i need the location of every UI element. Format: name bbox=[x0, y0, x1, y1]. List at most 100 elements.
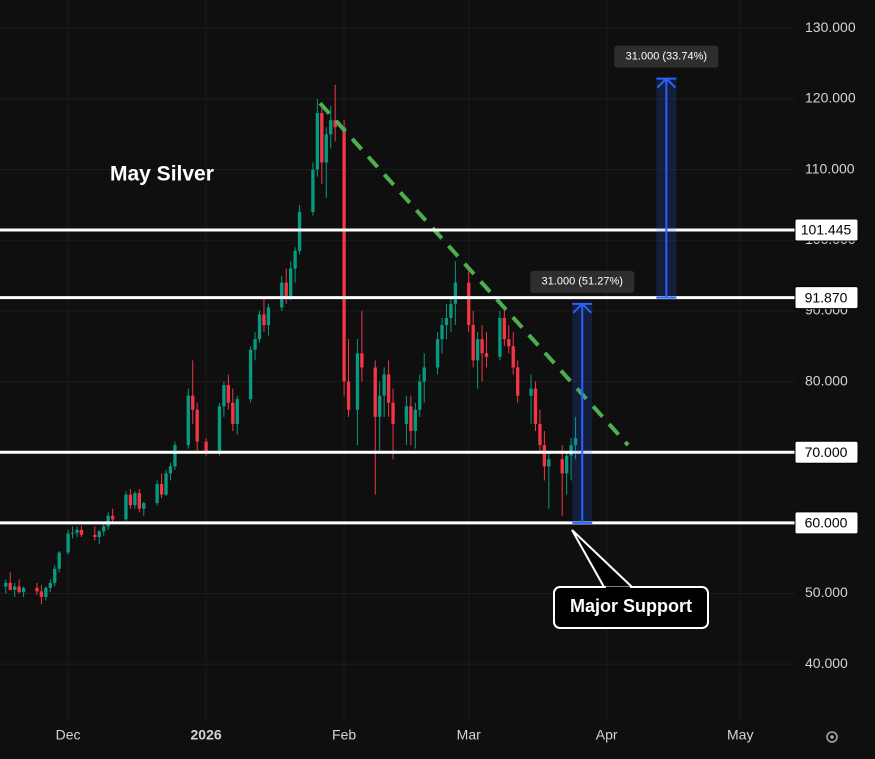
level-label-box bbox=[794, 286, 859, 310]
candle-body bbox=[533, 388, 538, 424]
axes: 40.00050.00060.00070.00080.00090.000100.… bbox=[56, 19, 859, 743]
y-tick-label: 120.000 bbox=[805, 90, 856, 106]
candle-body bbox=[435, 339, 440, 368]
candle-body bbox=[253, 339, 257, 350]
candle-body bbox=[391, 402, 395, 424]
candle-body bbox=[186, 395, 190, 446]
candle-body bbox=[53, 568, 57, 583]
chart-title: May Silver bbox=[110, 163, 214, 186]
candle-body bbox=[511, 346, 515, 368]
candle-body bbox=[449, 303, 453, 318]
settings-icon-dot[interactable] bbox=[830, 735, 834, 739]
candle-body bbox=[502, 317, 507, 340]
candle-body bbox=[382, 374, 386, 396]
candle-body bbox=[44, 587, 48, 598]
candle-body bbox=[21, 587, 26, 593]
candle-body bbox=[444, 317, 449, 326]
plot: 31.000 (51.27%) 31.000 (33.74%) bbox=[0, 45, 795, 605]
candle-body bbox=[538, 423, 542, 446]
measure-arrowhead bbox=[572, 302, 593, 314]
candle-body bbox=[560, 459, 564, 474]
candle-body bbox=[475, 339, 480, 361]
candle-body bbox=[222, 385, 226, 407]
candle-body bbox=[128, 494, 133, 506]
candle-body bbox=[173, 445, 177, 467]
candle-body bbox=[280, 282, 284, 308]
candle-body bbox=[57, 552, 61, 569]
level-label-box bbox=[794, 511, 859, 535]
candle-body bbox=[142, 503, 146, 509]
candle-body bbox=[8, 582, 12, 590]
candle-body bbox=[204, 441, 208, 453]
callout-text: Major Support bbox=[570, 596, 692, 616]
level-label: 70.000 bbox=[805, 444, 848, 460]
candle-body bbox=[13, 586, 17, 590]
candle-body bbox=[226, 385, 231, 403]
candle-body bbox=[168, 466, 173, 474]
candle-body bbox=[333, 120, 337, 128]
settings-icon[interactable] bbox=[826, 731, 838, 743]
candle-body bbox=[266, 307, 271, 326]
level-label: 60.000 bbox=[805, 515, 848, 531]
x-tick-label: 2026 bbox=[191, 727, 222, 743]
candle-body bbox=[386, 374, 391, 403]
candle-body bbox=[329, 120, 333, 135]
candle-body bbox=[79, 529, 84, 535]
candle-body bbox=[373, 367, 377, 417]
x-tick-label: Apr bbox=[596, 727, 618, 743]
candle-body bbox=[507, 339, 511, 347]
candle-body bbox=[315, 113, 320, 170]
candle-body bbox=[124, 494, 128, 520]
candle-body bbox=[440, 325, 444, 340]
candle-body bbox=[404, 406, 409, 424]
candle-body bbox=[284, 282, 288, 297]
candle-body bbox=[35, 587, 39, 592]
candle-body bbox=[311, 169, 315, 212]
x-tick-label: May bbox=[727, 727, 753, 743]
candle-body bbox=[529, 388, 533, 396]
candle-body bbox=[418, 381, 422, 410]
y-tick-label: 130.000 bbox=[805, 19, 856, 35]
candle-body bbox=[257, 314, 262, 340]
candle-body bbox=[498, 317, 502, 357]
y-tick-label: 40.000 bbox=[805, 655, 848, 671]
y-tick-label: 50.000 bbox=[805, 584, 848, 600]
measure-label: 31.000 (51.27%) bbox=[542, 276, 623, 288]
candle-body bbox=[453, 282, 458, 304]
candle-body bbox=[480, 339, 484, 354]
level-label-box bbox=[794, 440, 859, 464]
y-tick-label: 110.000 bbox=[805, 160, 855, 176]
candle-body bbox=[547, 459, 551, 467]
measure-arrowhead bbox=[656, 77, 677, 89]
candle-body bbox=[262, 314, 266, 326]
candle-body bbox=[75, 529, 79, 533]
candle-body bbox=[573, 438, 578, 446]
level-label: 91.870 bbox=[805, 289, 848, 305]
candle-body bbox=[191, 395, 195, 410]
measure-label-box bbox=[530, 270, 635, 293]
candle-body bbox=[97, 531, 101, 537]
measure-label: 31.000 (33.74%) bbox=[626, 51, 707, 63]
candle-body bbox=[293, 250, 297, 269]
candle-body bbox=[413, 409, 417, 432]
candle-body bbox=[355, 353, 360, 410]
candle-body bbox=[346, 381, 351, 410]
level-label-box bbox=[794, 218, 859, 242]
callout-box bbox=[553, 586, 709, 629]
candle-body bbox=[133, 493, 137, 506]
x-tick-label: Dec bbox=[56, 727, 81, 743]
candle-body bbox=[39, 591, 44, 598]
candle-body bbox=[320, 113, 324, 163]
candle-body bbox=[564, 455, 569, 474]
measure-label-box bbox=[614, 45, 719, 68]
candle-body bbox=[422, 367, 426, 382]
candle-body bbox=[195, 409, 199, 442]
candle-body bbox=[360, 353, 364, 368]
candle-body bbox=[248, 349, 253, 400]
candle-body bbox=[4, 582, 8, 587]
candle-body bbox=[93, 534, 97, 537]
candle-body bbox=[110, 515, 115, 520]
x-tick-label: Feb bbox=[332, 727, 356, 743]
